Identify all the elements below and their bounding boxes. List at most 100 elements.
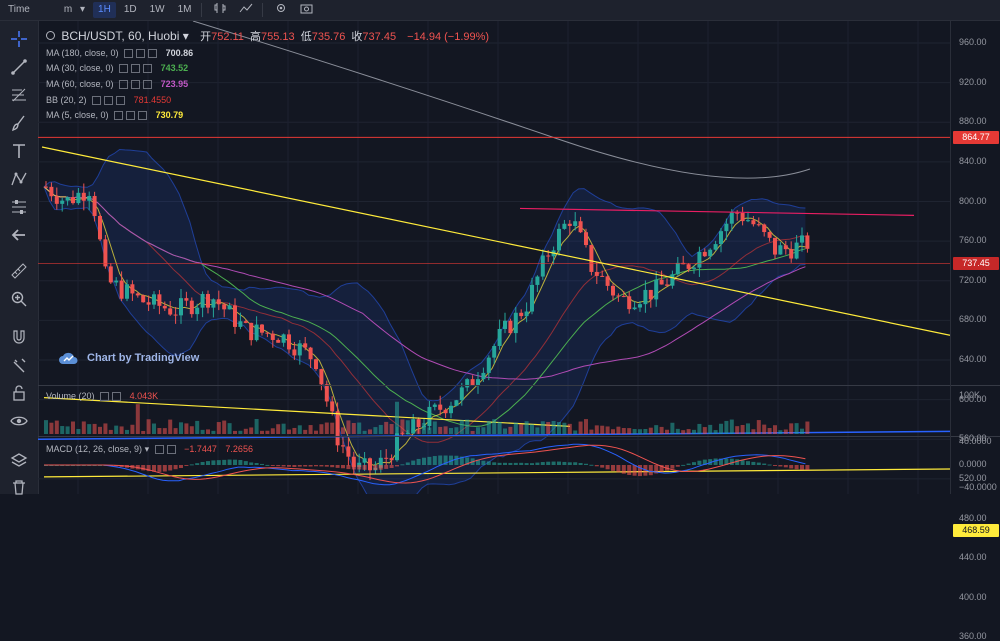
- candle-body: [632, 307, 637, 310]
- price-tag: 468.59: [953, 523, 999, 537]
- close-icon[interactable]: [166, 445, 176, 455]
- candle-body: [249, 322, 254, 341]
- settings-icon[interactable]: [104, 96, 114, 106]
- snapshot-camera-icon[interactable]: [295, 2, 318, 18]
- ma180-value: 700.86: [165, 48, 194, 58]
- candle-body: [659, 279, 664, 285]
- candle-body: [665, 284, 669, 286]
- candle-body: [276, 339, 281, 343]
- eye-toggle-icon[interactable]: [92, 96, 102, 106]
- eye-toggle-icon[interactable]: [124, 49, 134, 59]
- volume-bar: [168, 419, 173, 434]
- volume-bar: [54, 420, 59, 434]
- volume-bar: [594, 425, 599, 434]
- settings-icon[interactable]: [131, 64, 141, 74]
- candle-body: [184, 298, 189, 301]
- macd-legend[interactable]: MACD (12, 26, close, 9) ▾ −1.7447 7.2656: [46, 443, 253, 456]
- prediction-icon[interactable]: [9, 197, 29, 217]
- volume-bar: [119, 426, 124, 434]
- close-icon[interactable]: [143, 80, 153, 90]
- eye-toggle-icon[interactable]: [114, 111, 124, 121]
- volume-bar: [719, 423, 723, 434]
- candle-body: [540, 255, 545, 277]
- trend-line-icon[interactable]: [9, 57, 29, 77]
- macd-histogram-bar: [324, 465, 329, 467]
- close-icon[interactable]: [143, 64, 153, 74]
- volume-bar: [616, 426, 621, 434]
- candle-body: [87, 195, 92, 201]
- candle-body: [535, 276, 540, 285]
- lock-drawing-icon[interactable]: [9, 355, 29, 375]
- symbol-legend[interactable]: BCH/USDT, 60, Huobi ▾ 开752.11 高755.13 低7…: [46, 30, 489, 43]
- trash-icon[interactable]: [9, 477, 29, 497]
- pane-divider-macd[interactable]: [38, 436, 1000, 437]
- zoom-in-icon[interactable]: [9, 289, 29, 309]
- close-icon[interactable]: [116, 96, 126, 106]
- eye-toggle-icon[interactable]: [119, 80, 129, 90]
- candle-body: [713, 244, 718, 250]
- candle-body: [292, 349, 297, 356]
- magnet-icon[interactable]: [9, 327, 29, 347]
- ma180-legend[interactable]: MA (180, close, 0) 700.86: [46, 47, 193, 60]
- text-tool-icon[interactable]: [9, 141, 29, 161]
- price-axis-label: 720.00: [959, 274, 987, 285]
- volume-bar: [416, 428, 421, 434]
- volume-bar: [476, 427, 480, 434]
- settings-icon[interactable]: [126, 111, 136, 121]
- interval-button-1h[interactable]: 1H: [93, 2, 116, 18]
- interval-button-1m[interactable]: 1M: [177, 4, 192, 15]
- macd-histogram-bar: [746, 461, 750, 465]
- interval-dropdown[interactable]: m ▾: [59, 2, 90, 18]
- settings-icon[interactable]: [154, 445, 164, 455]
- chart-type-icon[interactable]: [209, 2, 231, 18]
- volume-bar: [249, 427, 254, 434]
- layers-icon[interactable]: [9, 451, 29, 471]
- lock-icon[interactable]: [9, 383, 29, 403]
- close-icon[interactable]: [112, 392, 122, 402]
- interval-button-1w[interactable]: 1W: [149, 4, 165, 15]
- macd-histogram-bar: [794, 465, 799, 470]
- macd-histogram-bar: [627, 465, 632, 475]
- settings-gear-icon[interactable]: [270, 2, 292, 18]
- candle-body: [465, 379, 470, 388]
- ma180-label: MA (180, close, 0): [46, 48, 119, 58]
- volume-bar: [422, 422, 426, 434]
- volume-legend[interactable]: Volume (20) 4.043K: [46, 390, 158, 403]
- ma5-legend[interactable]: MA (5, close, 0) 730.79: [46, 109, 183, 122]
- interval-button-1d[interactable]: 1D: [123, 4, 137, 15]
- candle-body: [227, 305, 232, 310]
- candle-body: [270, 333, 275, 340]
- close-icon[interactable]: [148, 49, 158, 59]
- settings-icon[interactable]: [136, 49, 146, 59]
- macd-hist-value: 7.2656: [225, 444, 253, 454]
- arrow-back-icon[interactable]: [9, 225, 29, 245]
- ruler-icon[interactable]: [9, 261, 29, 281]
- candle-body: [200, 294, 205, 308]
- candle-body: [762, 224, 767, 233]
- macd-histogram-bar: [368, 465, 372, 471]
- tradingview-watermark[interactable]: Chart by TradingView: [58, 350, 199, 366]
- ma30-legend[interactable]: MA (30, close, 0) 743.52: [46, 62, 188, 75]
- fib-tool-icon[interactable]: [9, 85, 29, 105]
- brush-icon[interactable]: [9, 113, 29, 133]
- volume-bar: [535, 427, 540, 434]
- candlestick-chart[interactable]: [38, 21, 950, 494]
- close-icon[interactable]: [138, 111, 148, 121]
- settings-icon[interactable]: [100, 392, 110, 402]
- pattern-icon[interactable]: [9, 169, 29, 189]
- eye-visibility-icon[interactable]: [9, 411, 29, 431]
- ma30-value: 743.52: [160, 63, 189, 73]
- macd-histogram-bar: [789, 465, 794, 469]
- price-axis[interactable]: 960.00 920.00 880.00 840.00 800.00 760.00 720.…: [950, 21, 1000, 641]
- indicators-icon[interactable]: [234, 2, 258, 18]
- close-value: 737.45: [362, 31, 397, 43]
- crosshair-icon[interactable]: [9, 29, 29, 49]
- volume-bar: [330, 422, 335, 434]
- low-label: 低: [300, 31, 312, 43]
- eye-toggle-icon[interactable]: [119, 64, 129, 74]
- settings-icon[interactable]: [131, 80, 141, 90]
- pane-divider-volume[interactable]: [38, 385, 1000, 386]
- ma60-legend[interactable]: MA (60, close, 0) 723.95: [46, 78, 188, 91]
- bb-legend[interactable]: BB (20, 2) 781.4550: [46, 94, 171, 107]
- candle-body: [778, 245, 783, 255]
